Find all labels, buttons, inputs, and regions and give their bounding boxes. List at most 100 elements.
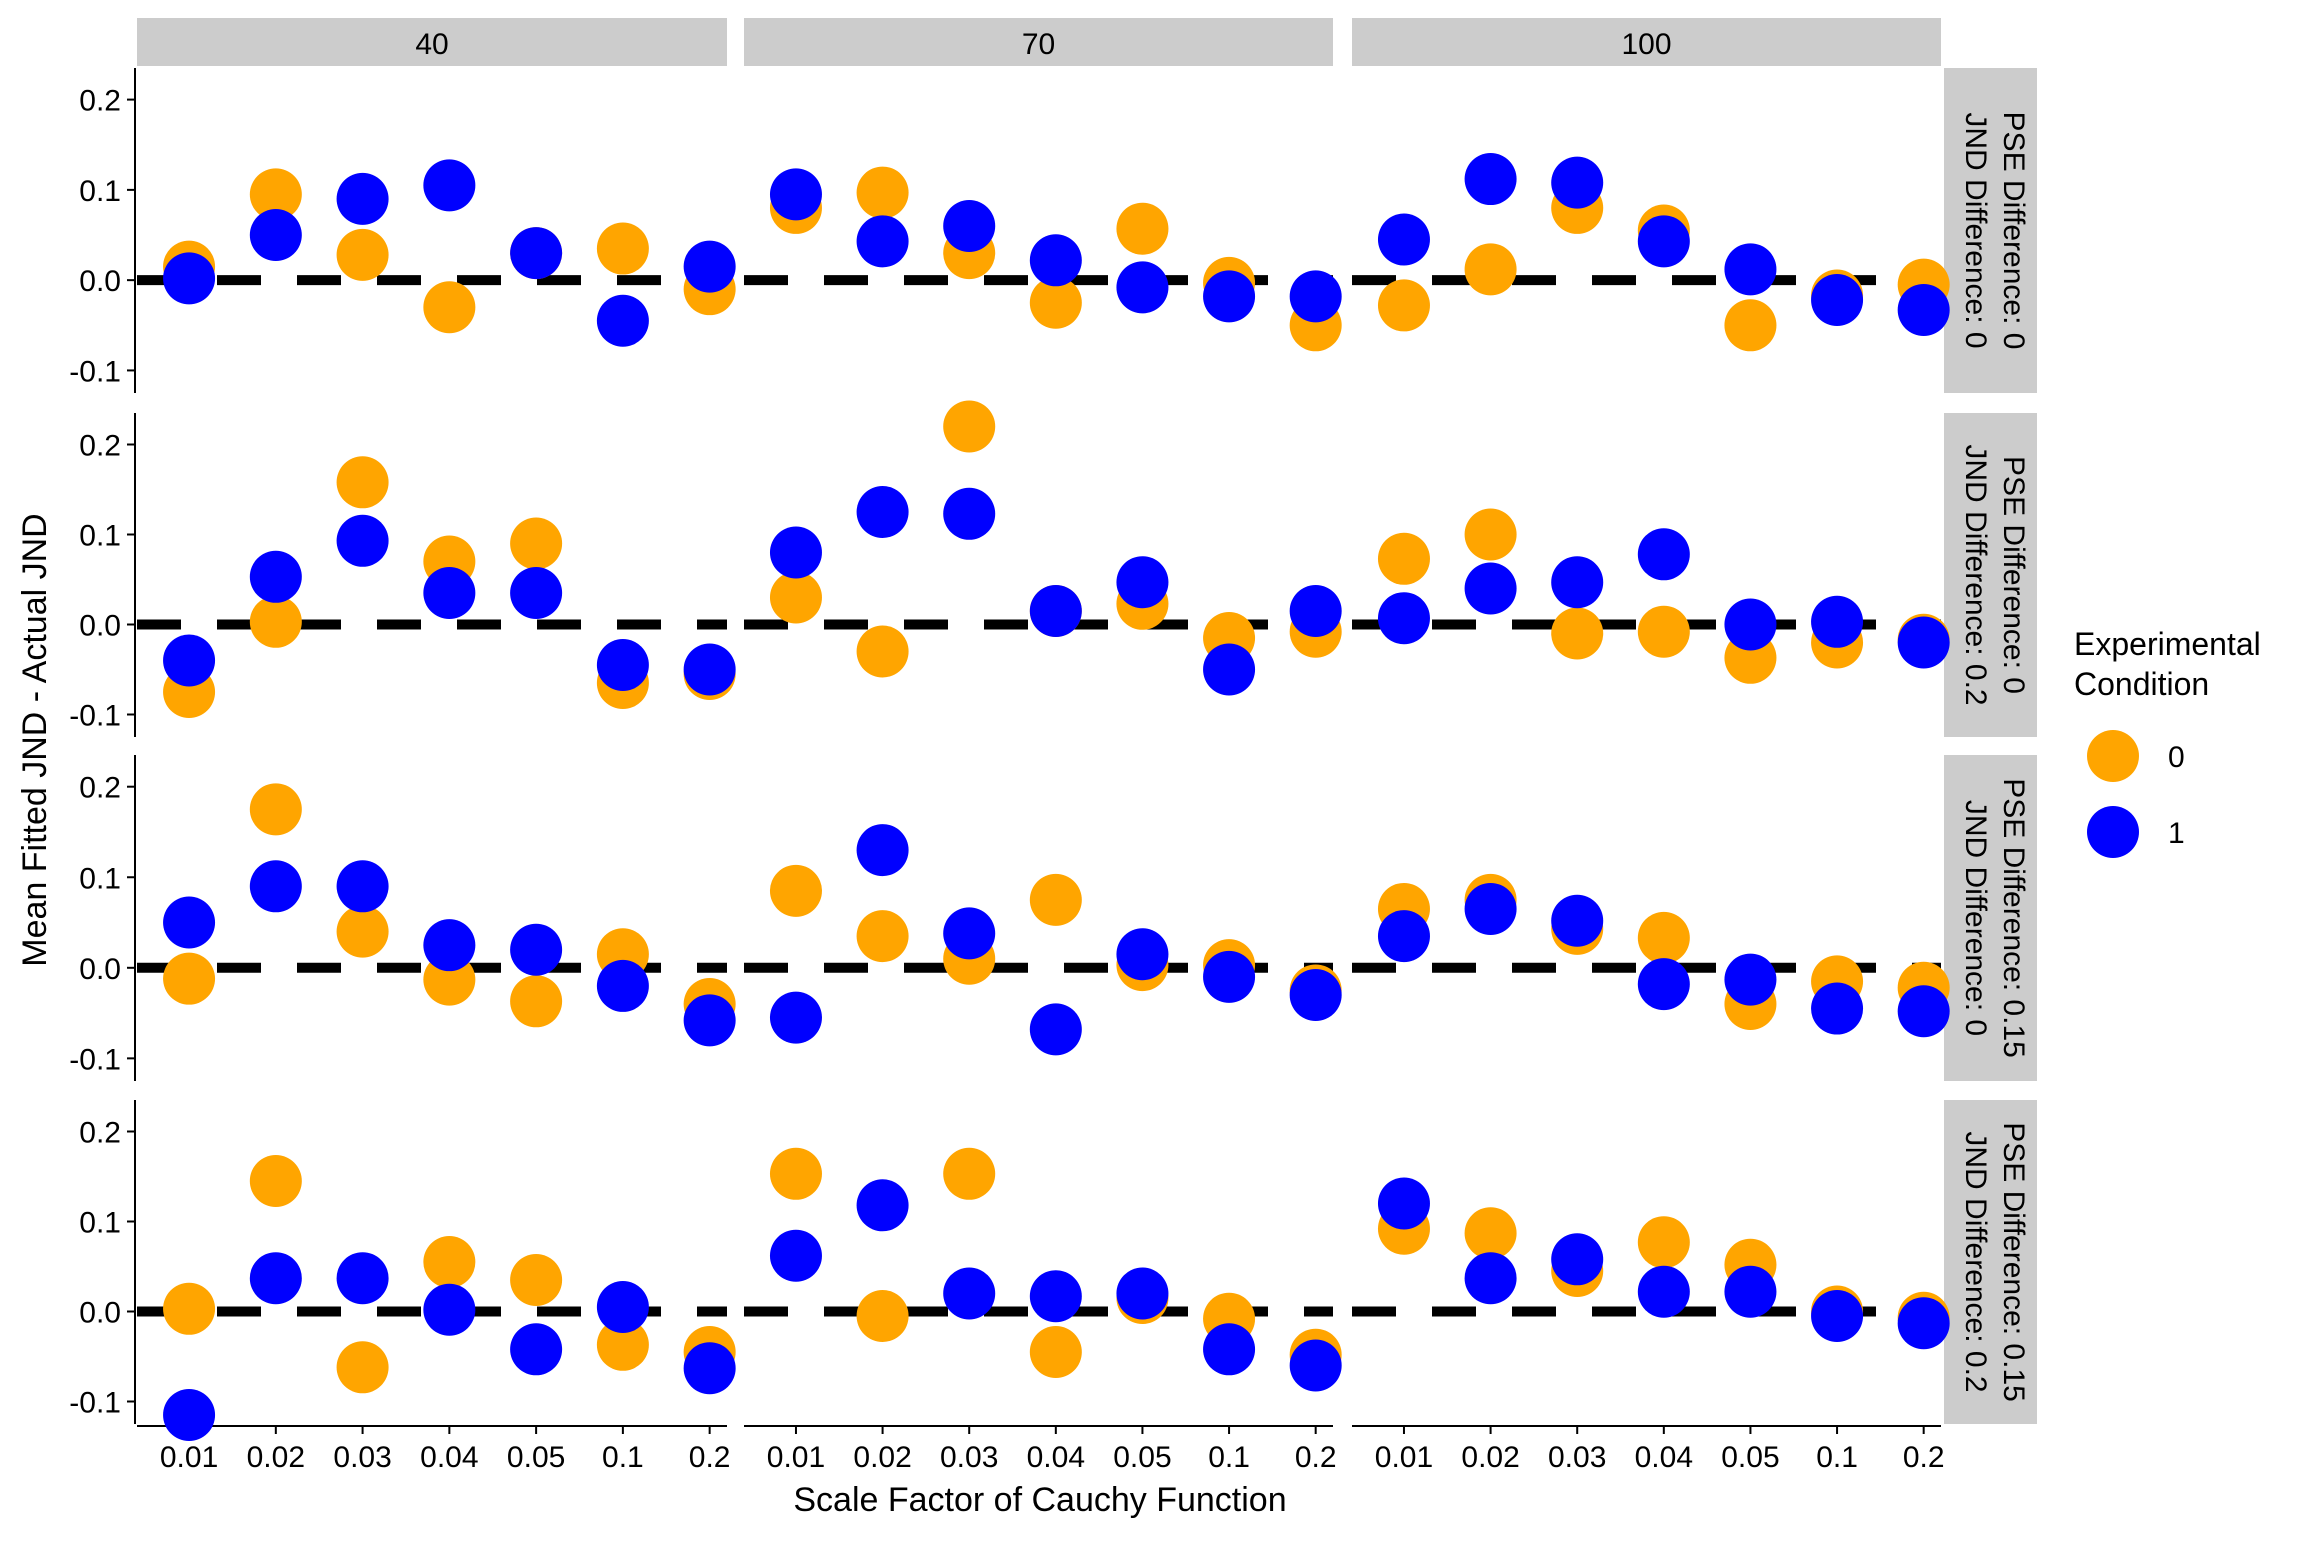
point-condition-1 — [1116, 928, 1169, 981]
point-condition-0 — [1637, 911, 1690, 964]
point-condition-1 — [1811, 1290, 1864, 1342]
point-condition-0 — [510, 975, 563, 1028]
y-tick-label: 0.1 — [79, 520, 121, 553]
y-tick-label: -0.1 — [69, 1387, 121, 1420]
point-condition-1 — [1203, 643, 1256, 696]
x-tick-label: 0.02 — [853, 1441, 911, 1474]
point-condition-1 — [1551, 894, 1604, 947]
point-condition-1 — [423, 1283, 476, 1336]
point-condition-1 — [249, 860, 302, 913]
point-condition-1 — [856, 215, 909, 268]
point-condition-1 — [1724, 243, 1777, 296]
point-condition-0 — [423, 281, 476, 334]
point-condition-1 — [1203, 950, 1256, 1003]
y-tick-label: 0.2 — [79, 430, 121, 463]
row-strip — [1944, 755, 2037, 1081]
point-condition-1 — [1029, 234, 1082, 287]
point-condition-1 — [1897, 616, 1950, 669]
point-condition-0 — [1116, 202, 1169, 255]
point-condition-0 — [510, 1254, 563, 1306]
y-tick-label: 0.1 — [79, 175, 121, 208]
row-strip-label: JND Difference: 0 — [1959, 800, 1992, 1036]
point-condition-1 — [510, 1323, 563, 1376]
point-condition-0 — [1464, 508, 1517, 561]
point-condition-1 — [336, 1252, 389, 1305]
point-condition-1 — [423, 919, 476, 972]
point-condition-0 — [336, 1341, 389, 1394]
column-strip — [137, 18, 727, 66]
point-condition-1 — [1897, 283, 1950, 336]
point-condition-1 — [1464, 562, 1517, 615]
point-condition-0 — [769, 864, 822, 917]
y-tick-label: 0.0 — [79, 953, 121, 986]
point-condition-0 — [1377, 532, 1430, 585]
point-condition-1 — [249, 1252, 302, 1305]
point-condition-1 — [510, 567, 563, 619]
point-condition-1 — [336, 514, 389, 567]
point-condition-1 — [943, 1267, 996, 1320]
point-condition-1 — [1551, 1233, 1604, 1286]
point-condition-0 — [249, 595, 302, 648]
point-condition-0 — [249, 168, 302, 221]
row-strip-label: PSE Difference: 0.15 — [1997, 1122, 2030, 1402]
point-condition-0 — [510, 517, 563, 570]
point-condition-1 — [1551, 156, 1604, 209]
point-condition-0 — [1464, 1207, 1517, 1260]
point-condition-0 — [163, 1282, 216, 1335]
x-tick-label: 0.05 — [1721, 1441, 1779, 1474]
point-condition-1 — [336, 172, 389, 225]
reference-lines — [137, 275, 1941, 1317]
point-condition-1 — [1897, 985, 1950, 1038]
point-condition-1 — [1464, 1252, 1517, 1305]
point-condition-1 — [163, 896, 216, 949]
x-tick-label: 0.1 — [1816, 1441, 1858, 1474]
legend-title: Condition — [2074, 666, 2209, 702]
point-condition-1 — [1637, 528, 1690, 581]
point-condition-1 — [1203, 270, 1256, 323]
x-tick-label: 0.03 — [1548, 1441, 1606, 1474]
point-condition-0 — [856, 625, 909, 678]
point-condition-1 — [943, 199, 996, 252]
point-condition-0 — [596, 1318, 649, 1371]
point-condition-1 — [683, 643, 736, 696]
y-tick-label: -0.1 — [69, 355, 121, 388]
row-strip — [1944, 413, 2037, 737]
legend-label: 1 — [2168, 817, 2185, 850]
point-condition-1 — [1724, 953, 1777, 1006]
point-condition-1 — [1811, 595, 1864, 648]
point-condition-1 — [1637, 958, 1690, 1011]
legend: Experimental Condition 0 1 — [2074, 626, 2261, 858]
x-tick-label: 0.01 — [767, 1441, 825, 1474]
point-condition-1 — [769, 991, 822, 1044]
legend-title: Experimental — [2074, 626, 2261, 662]
point-condition-1 — [1029, 585, 1082, 637]
y-tick-label: 0.1 — [79, 862, 121, 895]
point-condition-1 — [163, 252, 216, 305]
point-condition-1 — [769, 168, 822, 221]
point-condition-1 — [1377, 213, 1430, 266]
point-condition-1 — [423, 567, 476, 619]
x-tick-label: 0.05 — [1113, 1441, 1171, 1474]
y-tick-label: 0.0 — [79, 610, 121, 643]
point-condition-1 — [943, 487, 996, 540]
column-strip-label: 40 — [415, 28, 448, 61]
x-tick-label: 0.04 — [1027, 1441, 1085, 1474]
y-tick-label: -0.1 — [69, 700, 121, 733]
point-condition-1 — [596, 294, 649, 347]
point-condition-1 — [596, 639, 649, 691]
point-condition-1 — [423, 159, 476, 212]
point-condition-0 — [423, 1236, 476, 1288]
x-tick-label: 0.1 — [1208, 1441, 1250, 1474]
point-condition-1 — [1464, 882, 1517, 935]
point-condition-1 — [1637, 215, 1690, 268]
column-strip — [744, 18, 1333, 66]
point-condition-1 — [510, 227, 563, 280]
point-condition-1 — [1289, 1339, 1342, 1392]
x-tick-label: 0.2 — [1903, 1441, 1945, 1474]
point-condition-1 — [856, 1179, 909, 1232]
point-condition-0 — [1029, 873, 1082, 926]
point-condition-0 — [1637, 1216, 1690, 1269]
point-condition-1 — [769, 526, 822, 579]
point-condition-0 — [769, 571, 822, 624]
point-condition-1 — [943, 907, 996, 960]
